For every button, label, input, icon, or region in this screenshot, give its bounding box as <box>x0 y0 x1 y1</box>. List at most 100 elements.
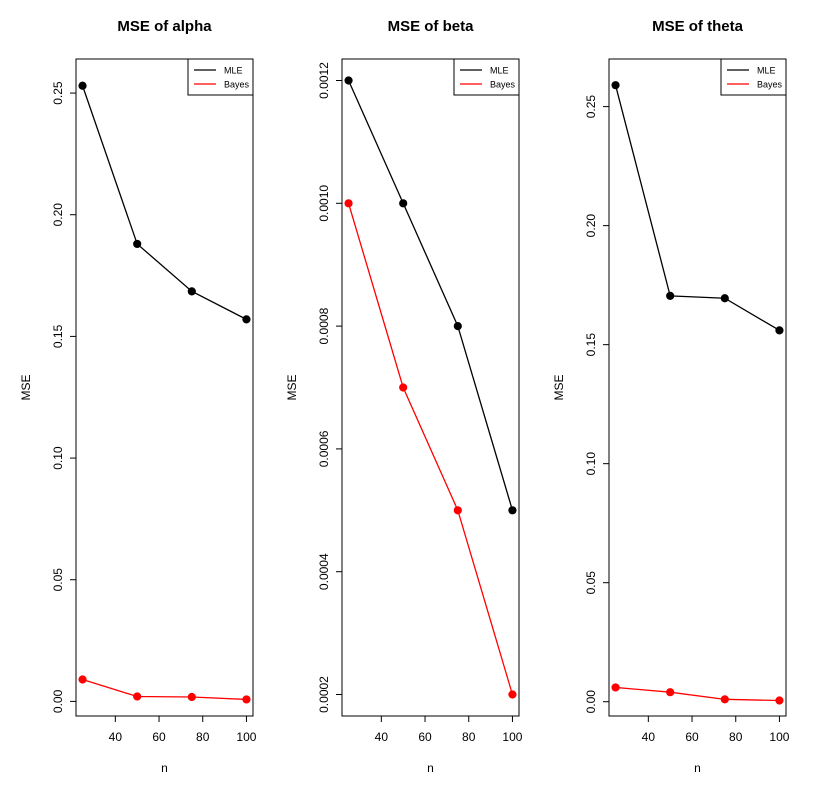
y-axis: 0.00 0.05 0.10 0.15 0.20 0.25 <box>584 95 609 714</box>
data-point-bayes <box>611 683 620 692</box>
data-point-bayes <box>78 675 87 684</box>
series-mle <box>78 81 251 324</box>
data-point-bayes <box>399 383 408 392</box>
series-line-mle <box>81 85 247 320</box>
plot-frame <box>341 58 520 717</box>
y-tick-label: 0.0010 <box>317 185 331 222</box>
x-tick-label: 80 <box>196 730 210 744</box>
data-point-mle <box>508 506 517 515</box>
legend-box <box>187 58 254 96</box>
x-tick-label: 40 <box>109 730 123 744</box>
x-tick-label: 80 <box>729 730 743 744</box>
y-tick-label: 0.15 <box>584 333 598 357</box>
x-tick-label: 40 <box>375 730 389 744</box>
series-mle <box>611 81 784 335</box>
y-tick-label: 0.25 <box>51 81 65 105</box>
data-point-mle <box>399 199 408 208</box>
x-axis: 40 60 80 100 <box>109 716 257 744</box>
legend: MLE Bayes <box>187 58 254 96</box>
data-point-bayes <box>242 695 251 704</box>
series-line-bayes <box>615 686 780 702</box>
data-point-mle <box>775 326 784 335</box>
legend-label-bayes: Bayes <box>757 80 783 90</box>
x-axis: 40 60 80 100 <box>375 716 523 744</box>
data-point-mle <box>344 76 353 85</box>
data-point-mle <box>611 81 620 90</box>
legend-label-bayes: Bayes <box>224 80 250 90</box>
x-tick-label: 100 <box>769 730 789 744</box>
series-line-bayes <box>347 203 514 695</box>
legend: MLE Bayes <box>720 58 787 96</box>
x-tick-label: 40 <box>642 730 656 744</box>
x-axis-label: n <box>427 761 434 775</box>
x-tick-label: 60 <box>418 730 432 744</box>
y-axis-label: MSE <box>19 374 33 400</box>
data-point-mle <box>453 321 462 331</box>
series-mle <box>344 76 517 515</box>
y-tick-label: 0.10 <box>584 452 598 476</box>
data-point-bayes <box>775 696 784 705</box>
legend: MLE Bayes <box>453 58 520 96</box>
series-bayes <box>344 199 517 699</box>
y-tick-label: 0.10 <box>51 446 65 470</box>
legend-label-bayes: Bayes <box>490 80 516 90</box>
data-point-bayes <box>666 688 675 697</box>
y-tick-label: 0.15 <box>51 324 65 348</box>
plot-frame <box>608 58 787 717</box>
data-point-mle <box>666 291 675 300</box>
y-tick-label: 0.0012 <box>317 62 331 99</box>
series-line-mle <box>614 85 780 331</box>
data-point-bayes <box>133 692 142 701</box>
y-tick-label: 0.0008 <box>317 307 331 344</box>
x-tick-label: 100 <box>236 730 256 744</box>
series-line-bayes <box>82 678 247 701</box>
y-axis-label: MSE <box>285 374 299 400</box>
data-point-mle <box>133 239 142 249</box>
series-line-mle <box>347 80 514 511</box>
y-tick-label: 0.25 <box>584 95 598 119</box>
x-axis: 40 60 80 100 <box>642 716 790 744</box>
chart-title: MSE of alpha <box>117 18 212 35</box>
chart-title: MSE of beta <box>388 18 474 35</box>
data-point-bayes <box>720 695 729 704</box>
y-tick-label: 0.20 <box>584 214 598 238</box>
chart-title: MSE of theta <box>652 18 743 35</box>
x-tick-label: 60 <box>685 730 699 744</box>
series-bayes <box>78 675 251 704</box>
y-tick-label: 0.0002 <box>317 676 331 713</box>
data-point-bayes <box>187 692 196 702</box>
data-point-bayes <box>344 199 353 208</box>
legend-label-mle: MLE <box>757 66 776 76</box>
legend-box <box>453 58 520 96</box>
legend-box <box>720 58 787 96</box>
y-tick-label: 0.05 <box>584 571 598 595</box>
y-tick-label: 0.0004 <box>317 553 331 590</box>
plot-frame <box>75 58 254 717</box>
data-point-mle <box>78 81 87 90</box>
x-tick-label: 80 <box>462 730 476 744</box>
y-tick-label: 0.0006 <box>317 430 331 467</box>
legend-label-mle: MLE <box>490 66 509 76</box>
y-tick-label: 0.00 <box>584 690 598 714</box>
y-tick-label: 0.05 <box>51 568 65 592</box>
y-tick-label: 0.00 <box>51 689 65 713</box>
x-axis-label: n <box>161 761 168 775</box>
y-axis: 0.0002 0.0004 0.0006 0.0008 0.0010 0.0012 <box>317 62 342 713</box>
data-point-mle <box>720 294 729 303</box>
y-axis: 0.00 0.05 0.10 0.15 0.20 0.25 <box>51 81 76 713</box>
y-axis-label: MSE <box>552 374 566 400</box>
x-tick-label: 100 <box>502 730 522 744</box>
legend-label-mle: MLE <box>224 66 243 76</box>
series-bayes <box>611 683 784 705</box>
data-point-mle <box>242 315 251 324</box>
x-axis-label: n <box>694 761 701 775</box>
x-tick-label: 60 <box>152 730 166 744</box>
y-tick-label: 0.20 <box>51 203 65 227</box>
data-point-bayes <box>453 506 462 515</box>
data-point-bayes <box>508 690 517 699</box>
